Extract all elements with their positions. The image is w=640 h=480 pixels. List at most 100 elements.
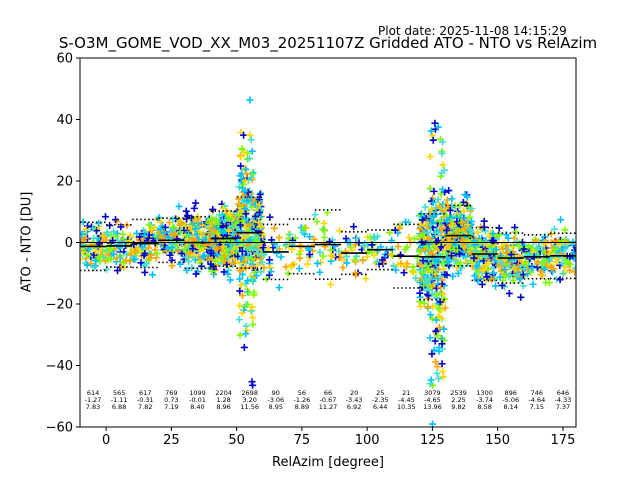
scatter-point [171,231,179,239]
scatter-point [453,263,461,271]
scatter-point [459,240,467,248]
bin-stat-label: 10.35 [397,403,416,411]
bin-stat-label: 7.82 [138,403,152,411]
scatter-point [236,275,244,283]
scatter-point [265,256,273,264]
bin-stat-label: 617 [139,389,151,397]
scatter-point [442,250,450,258]
x-tick-label: 50 [228,433,245,448]
scatter-point [249,314,257,322]
scatter-point [533,252,541,260]
scatter-point [419,269,427,277]
scatter-point [460,225,468,233]
scatter-point [182,222,190,230]
scatter-point [433,370,441,378]
scatter-point [417,302,425,310]
scatter-point [427,127,435,135]
scatter-point [320,233,328,241]
scatter-point [190,251,198,259]
scatter-point [420,299,428,307]
scatter-point [440,325,448,333]
scatter-point [256,255,264,263]
scatter-point [253,272,261,280]
scatter-point [409,269,417,277]
bin-stat-label: 2204 [215,389,232,397]
scatter-point [256,223,264,231]
scatter-point [239,270,247,278]
scatter-point [242,322,250,330]
bin-stat-label: -1.26 [293,396,310,404]
scatter-point [420,282,428,290]
bin-stat-label: -1.27 [85,396,102,404]
scatter-point [248,147,256,155]
scatter-point [479,266,487,274]
scatter-point [299,228,307,236]
scatter-point [235,195,243,203]
scatter-point [249,381,257,389]
scatter-point [401,246,409,254]
scatter-point [473,262,481,270]
scatter-point [207,249,215,257]
bin-stat-label: 769 [165,389,177,397]
scatter-point [143,260,151,268]
scatter-point [428,290,436,298]
scatter-point [196,259,204,267]
scatter-point [517,293,525,301]
scatter-point [90,234,98,242]
scatter-point [435,323,443,331]
scatter-point [526,251,534,259]
scatter-point [114,267,122,275]
scatter-point [557,216,565,224]
scatter-point [110,228,118,236]
bin-stat-lines [80,196,576,301]
scatter-point [95,219,103,227]
scatter-point [437,190,445,198]
scatter-point [138,243,146,251]
scatter-point [320,240,328,248]
scatter-point [410,235,418,243]
scatter-point [412,274,420,282]
scatter-point [488,249,496,257]
scatter-point [183,266,191,274]
y-axis-ticks: −60 −40 −20 0 20 40 60 [46,52,80,436]
scatter-point [250,291,258,299]
scatter-point [214,244,222,252]
bin-stat-label: 3079 [424,389,441,397]
scatter-point [145,244,153,252]
scatter-point [422,275,430,283]
scatter-point [92,257,100,265]
scatter-point [241,177,249,185]
bin-stat-labels: 614-1.277.83 565-1.116.88 617-0.317.82 7690… [85,389,572,411]
scatter-point [84,251,92,259]
scatter-point [449,272,457,280]
scatter-point [540,265,548,273]
y-tick-label: 40 [56,113,73,128]
scatter-point [90,251,98,259]
scatter-point [137,259,145,267]
scatter-point [471,237,479,245]
scatter-point [133,229,141,237]
scatter-point [521,265,529,273]
plot-date: Plot date: 2025-11-08 14:15:29 [378,24,567,38]
scatter-point [130,255,138,263]
scatter-point [353,235,361,243]
scatter-point [569,240,576,248]
bin-stat-label: 3.20 [242,396,256,404]
scatter-point [409,263,417,271]
scatter-point [228,215,236,223]
scatter-point [443,226,451,234]
x-tick-label: 0 [102,433,110,448]
scatter-point [343,252,351,260]
scatter-point [207,236,215,244]
scatter-point [112,233,120,241]
scatter-point [363,253,371,261]
scatter-point [462,258,470,266]
scatter-point [256,191,264,199]
scatter-point [259,244,267,252]
scatter-point [432,358,440,366]
scatter-point [320,219,328,227]
scatter-point [214,220,222,228]
scatter-point [185,257,193,265]
scatter-point [428,132,436,140]
scatter-point [434,304,442,312]
